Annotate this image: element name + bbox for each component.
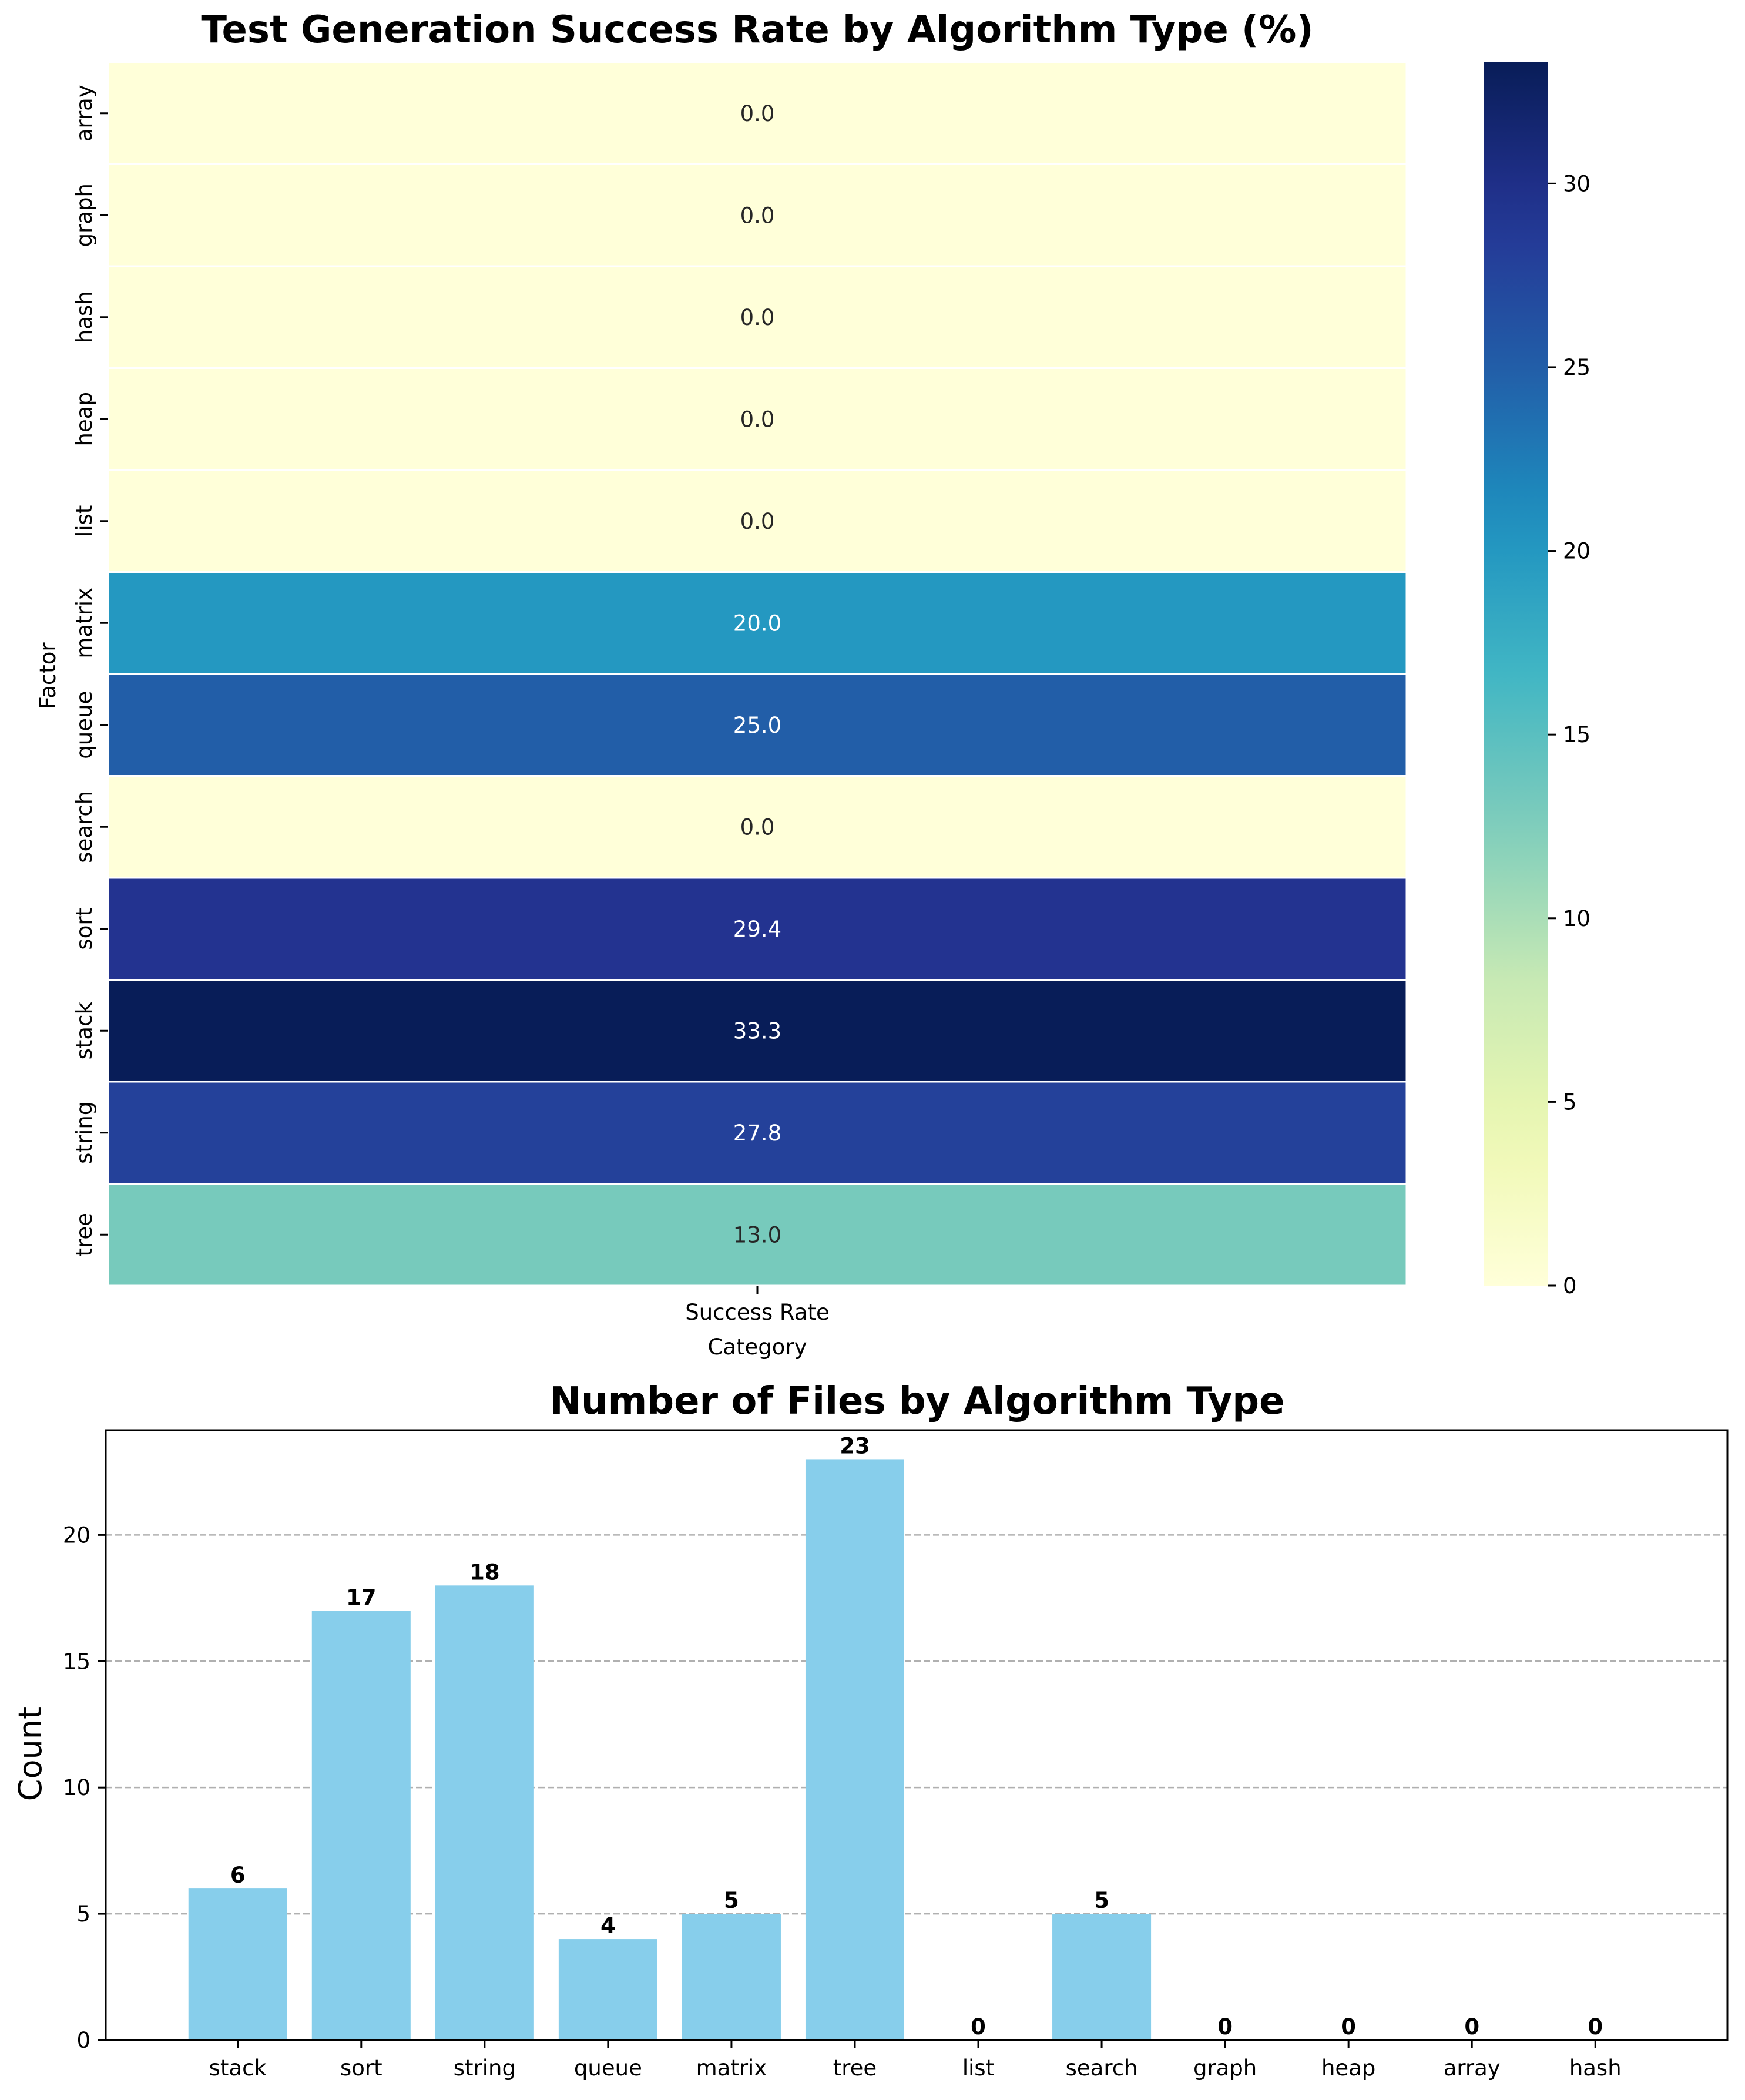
colorbar: 0 5 10 15 20 25 30 (1484, 62, 1590, 1299)
heatmap-cell-list (107, 469, 1408, 573)
bar-matrix (682, 1914, 781, 2040)
bar-data-label: 17 (346, 1585, 377, 1610)
bar-chart-x-tick-label: stack (209, 2055, 267, 2081)
bar-chart-x-axis: stack sort string queue matrix tree list search… (209, 2040, 1622, 2081)
heatmap-y-tick-label: array (72, 85, 97, 142)
bar-search (1052, 1914, 1152, 2040)
heatmap-cell-value: 0.0 (740, 509, 775, 534)
heatmap-y-tick-label: heap (72, 392, 97, 446)
bar-chart-x-tick-label: queue (574, 2055, 642, 2081)
heatmap-cell-stack (107, 979, 1408, 1083)
bar-data-label: 0 (971, 2014, 986, 2039)
bar-chart-y-tick-label: 10 (63, 1775, 90, 1800)
bar-chart-x-tick-label: array (1444, 2055, 1501, 2081)
bar-sort (311, 1611, 411, 2040)
bar-tree (805, 1459, 904, 2040)
colorbar-tick-label: 0 (1563, 1273, 1577, 1299)
bar-data-label: 6 (230, 1863, 246, 1888)
heatmap-cell-tree (107, 1183, 1408, 1287)
heatmap-cells: 0.0 0.0 0.0 0.0 0.0 20.0 25.0 0.0 29.4 33.3 27.8 13… (107, 61, 1408, 1287)
heatmap-y-tick-label: tree (72, 1213, 97, 1256)
bar-data-label: 5 (724, 1888, 739, 1913)
heatmap-y-tick-label: string (72, 1102, 97, 1164)
heatmap-cell-value: 25.0 (733, 713, 781, 738)
bar-data-label: 18 (469, 1559, 500, 1585)
heatmap-y-axis-label: Factor (35, 642, 61, 709)
heatmap-y-tick-label: hash (72, 291, 97, 343)
bar-chart-frame (105, 1429, 1729, 2041)
heatmap-y-tick-label: queue (72, 691, 97, 759)
heatmap-chart: Test Generation Success Rate by Algorith… (35, 8, 1590, 1360)
heatmap-cell-value: 13.0 (733, 1222, 781, 1247)
heatmap-cell-value: 0.0 (740, 305, 775, 330)
heatmap-y-tick-label: list (72, 505, 97, 537)
bar-chart: Number of Files by Algorithm Type Count … (12, 1380, 1729, 2081)
bar-chart-x-tick-label: tree (833, 2055, 877, 2081)
colorbar-tick-label: 5 (1563, 1089, 1577, 1115)
bar-chart-x-tick-label: string (454, 2055, 516, 2081)
heatmap-cell-value: 0.0 (740, 101, 775, 126)
heatmap-title: Test Generation Success Rate by Algorith… (201, 8, 1313, 52)
bar-data-label: 23 (840, 1433, 870, 1458)
colorbar-tick-label: 15 (1563, 722, 1590, 747)
heatmap-y-tick-label: graph (72, 183, 97, 247)
bar-chart-x-tick-label: matrix (696, 2055, 767, 2081)
heatmap-y-tick-label: matrix (72, 588, 97, 659)
bar-chart-y-axis-label: Count (12, 1707, 49, 1801)
heatmap-cell-matrix (107, 571, 1408, 675)
bar-chart-y-axis: 0 5 10 15 20 (63, 1522, 106, 2053)
colorbar-tick-label: 10 (1563, 906, 1590, 931)
bar-chart-y-tick-label: 5 (76, 1901, 90, 1927)
bar-data-label: 4 (600, 1913, 616, 1938)
bar-data-label: 5 (1094, 1888, 1109, 1913)
colorbar-gradient (1484, 62, 1548, 1286)
heatmap-y-tick-label: stack (72, 1002, 97, 1060)
colorbar-tick-label: 30 (1563, 171, 1590, 196)
bar-data-label: 0 (1464, 2014, 1479, 2039)
bar-string (435, 1585, 534, 2040)
bar-chart-x-tick-label: list (962, 2055, 994, 2081)
bar-chart-y-tick-label: 15 (63, 1649, 90, 1674)
colorbar-tick-label: 25 (1563, 355, 1590, 380)
heatmap-cell-string (107, 1081, 1408, 1185)
bar-data-label: 0 (1588, 2014, 1603, 2039)
heatmap-cell-value: 20.0 (733, 610, 781, 636)
colorbar-tick-label: 20 (1563, 539, 1590, 564)
bar-chart-x-tick-label: sort (340, 2055, 382, 2081)
bar-chart-bars (188, 1459, 1152, 2040)
bar-queue (558, 1939, 657, 2040)
heatmap-y-tick-label: sort (72, 908, 97, 950)
heatmap-cell-array (107, 61, 1408, 165)
heatmap-cell-heap (107, 367, 1408, 471)
heatmap-cell-value: 0.0 (740, 407, 775, 432)
bar-data-label: 0 (1217, 2014, 1233, 2039)
heatmap-cell-search (107, 775, 1408, 879)
bar-chart-x-tick-label: hash (1569, 2055, 1622, 2081)
heatmap-cell-hash (107, 265, 1408, 369)
bar-chart-x-tick-label: heap (1321, 2055, 1375, 2081)
heatmap-cell-value: 0.0 (740, 203, 775, 228)
heatmap-x-tick-label: Success Rate (685, 1300, 830, 1325)
heatmap-cell-value: 29.4 (733, 917, 781, 942)
heatmap-x-axis-label: Category (707, 1334, 807, 1360)
heatmap-cell-value: 27.8 (733, 1121, 781, 1146)
bar-chart-x-tick-label: search (1066, 2055, 1138, 2081)
bar-chart-title: Number of Files by Algorithm Type (549, 1380, 1284, 1423)
bar-data-label: 0 (1341, 2014, 1356, 2039)
heatmap-x-axis: Success Rate Category (685, 1286, 830, 1360)
bar-chart-data-labels: 6 17 18 4 5 23 0 5 0 0 0 0 (230, 1433, 1603, 2039)
heatmap-cell-value: 0.0 (740, 814, 775, 840)
heatmap-y-axis: array graph hash heap list matrix queue search s… (72, 85, 108, 1256)
bar-chart-y-tick-label: 20 (63, 1522, 90, 1548)
bar-chart-x-tick-label: graph (1193, 2055, 1257, 2081)
bar-chart-y-tick-label: 0 (76, 2028, 90, 2053)
heatmap-cell-graph (107, 163, 1408, 267)
heatmap-cell-value: 33.3 (733, 1018, 781, 1044)
bar-chart-gridlines (106, 1534, 1727, 1915)
bar-stack (188, 1888, 287, 2040)
heatmap-y-tick-label: search (72, 791, 97, 863)
